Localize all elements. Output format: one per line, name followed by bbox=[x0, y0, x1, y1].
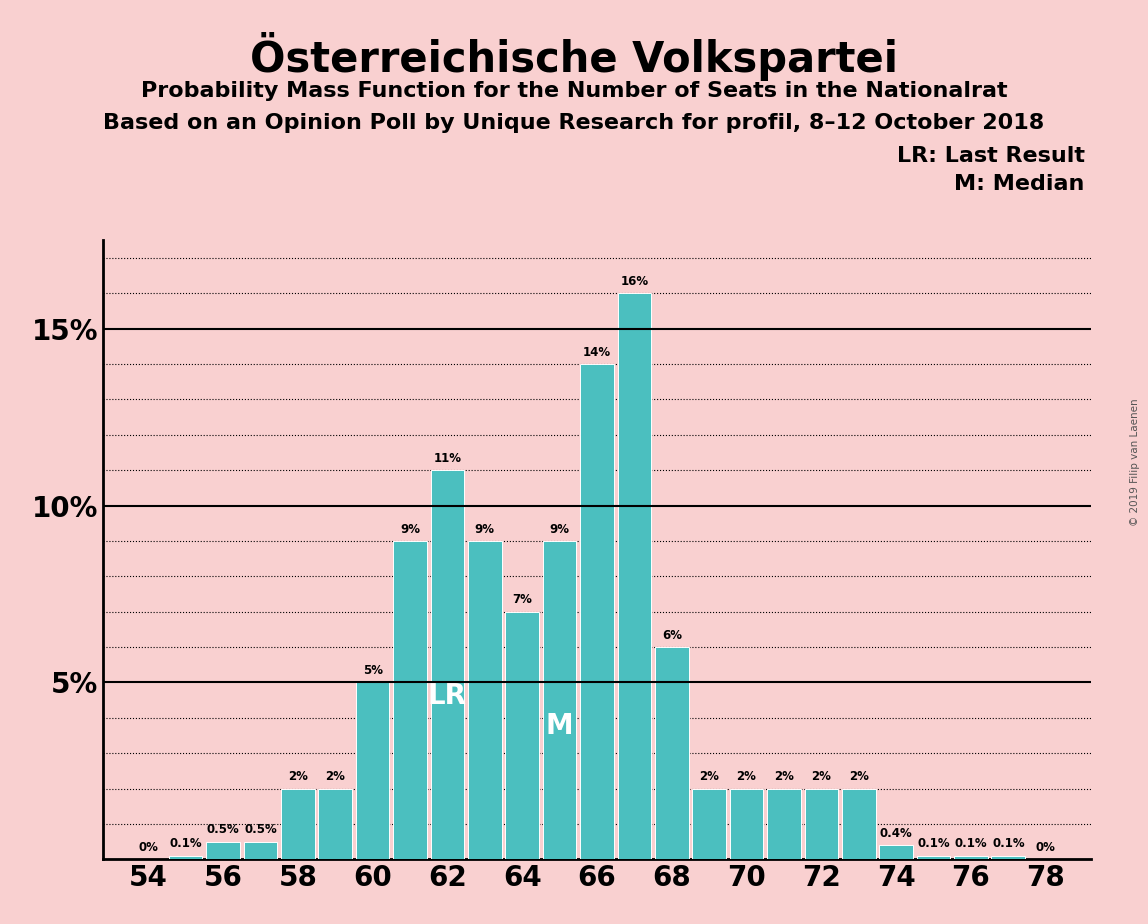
Bar bbox=[243, 842, 277, 859]
Bar bbox=[169, 856, 202, 859]
Text: 0.1%: 0.1% bbox=[169, 837, 202, 850]
Text: 11%: 11% bbox=[434, 452, 461, 465]
Bar bbox=[692, 788, 726, 859]
Bar bbox=[618, 293, 651, 859]
Text: 2%: 2% bbox=[848, 771, 869, 784]
Bar bbox=[356, 683, 389, 859]
Text: 2%: 2% bbox=[737, 771, 757, 784]
Text: M: Median: M: Median bbox=[954, 174, 1085, 194]
Bar bbox=[281, 788, 315, 859]
Bar bbox=[917, 856, 951, 859]
Bar bbox=[580, 364, 614, 859]
Bar bbox=[543, 541, 576, 859]
Text: © 2019 Filip van Laenen: © 2019 Filip van Laenen bbox=[1130, 398, 1140, 526]
Text: LR: Last Result: LR: Last Result bbox=[897, 146, 1085, 166]
Bar bbox=[430, 470, 464, 859]
Text: 0.5%: 0.5% bbox=[207, 823, 240, 836]
Bar bbox=[767, 788, 801, 859]
Text: 2%: 2% bbox=[699, 771, 719, 784]
Text: 0%: 0% bbox=[138, 841, 158, 854]
Bar bbox=[505, 612, 540, 859]
Bar bbox=[318, 788, 352, 859]
Bar bbox=[841, 788, 876, 859]
Text: 0%: 0% bbox=[1035, 841, 1056, 854]
Bar bbox=[207, 842, 240, 859]
Text: Österreichische Volkspartei: Österreichische Volkspartei bbox=[250, 32, 898, 81]
Text: 2%: 2% bbox=[774, 771, 794, 784]
Bar bbox=[805, 788, 838, 859]
Text: 2%: 2% bbox=[288, 771, 308, 784]
Text: 9%: 9% bbox=[475, 523, 495, 536]
Text: 2%: 2% bbox=[325, 771, 346, 784]
Text: 5%: 5% bbox=[363, 664, 382, 677]
Text: 2%: 2% bbox=[812, 771, 831, 784]
Bar bbox=[992, 856, 1025, 859]
Text: Probability Mass Function for the Number of Seats in the Nationalrat: Probability Mass Function for the Number… bbox=[141, 81, 1007, 102]
Text: 6%: 6% bbox=[661, 628, 682, 642]
Bar bbox=[954, 856, 987, 859]
Text: 9%: 9% bbox=[550, 523, 569, 536]
Text: LR: LR bbox=[428, 682, 467, 710]
Text: 0.4%: 0.4% bbox=[879, 827, 913, 840]
Text: 0.5%: 0.5% bbox=[245, 823, 277, 836]
Bar bbox=[393, 541, 427, 859]
Bar bbox=[730, 788, 763, 859]
Text: 0.1%: 0.1% bbox=[992, 837, 1025, 850]
Bar bbox=[879, 845, 913, 859]
Text: 14%: 14% bbox=[583, 346, 611, 359]
Text: Based on an Opinion Poll by Unique Research for profil, 8–12 October 2018: Based on an Opinion Poll by Unique Resea… bbox=[103, 113, 1045, 133]
Text: 0.1%: 0.1% bbox=[955, 837, 987, 850]
Bar bbox=[654, 647, 689, 859]
Text: 0.1%: 0.1% bbox=[917, 837, 949, 850]
Text: M: M bbox=[545, 711, 573, 739]
Text: 16%: 16% bbox=[620, 275, 649, 288]
Text: 7%: 7% bbox=[512, 593, 533, 606]
Text: 9%: 9% bbox=[400, 523, 420, 536]
Bar bbox=[468, 541, 502, 859]
